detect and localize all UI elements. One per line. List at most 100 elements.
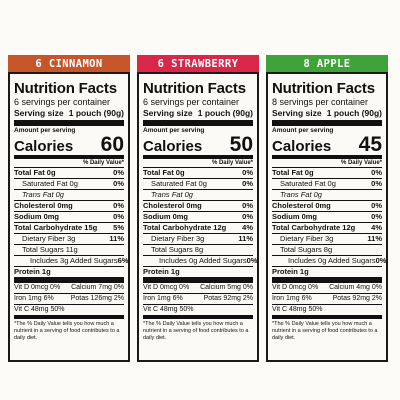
calories-label: Calories	[14, 138, 74, 155]
trans-fat-row: Trans Fat 0g	[272, 190, 382, 201]
total-fat-row: Total Fat 0g 0%	[14, 168, 124, 179]
carb-row: Total Carbohydrate 15g 5%	[14, 223, 124, 234]
vitamin-d: Vit D 0mcg 0%	[14, 284, 61, 291]
sodium-row: Sodium 0mg 0%	[143, 212, 253, 223]
calcium: Calcium 7mg 0%	[71, 284, 124, 291]
sodium-row: Sodium 0mg 0%	[14, 212, 124, 223]
fiber-pct: 11%	[238, 234, 253, 243]
daily-value-header: % Daily Value*	[143, 159, 253, 168]
calories-row: Calories 50	[143, 133, 253, 159]
carb-pct: 4%	[242, 223, 253, 232]
calories-value: 45	[358, 133, 382, 156]
cholesterol-row: Cholesterol 0mg 0%	[272, 201, 382, 212]
added-sugars-pct: 6%	[117, 256, 129, 265]
sodium-pct: 0%	[371, 212, 382, 221]
iron: Iron 1mg 6%	[14, 295, 54, 302]
dietary-fiber: Dietary Fiber 3g	[22, 234, 76, 243]
total-sugars: Total Sugars 8g	[151, 245, 204, 254]
cholesterol: Cholesterol 0mg	[272, 201, 331, 210]
total-carbohydrate: Total Carbohydrate 12g	[143, 223, 227, 232]
potassium: Potas 92mg 2%	[203, 295, 253, 302]
sat-fat-pct: 0%	[242, 179, 253, 188]
serving-size-value: 1 pouch (90g)	[326, 108, 382, 118]
sat-fat-pct: 0%	[113, 179, 124, 188]
dietary-fiber: Dietary Fiber 3g	[280, 234, 334, 243]
total-fat-pct: 0%	[242, 168, 253, 177]
potassium: Potas 92mg 2%	[332, 295, 382, 302]
iron: Iron 1mg 6%	[143, 295, 183, 302]
nutrition-facts-title: Nutrition Facts	[272, 80, 375, 97]
added-sugars-row: Includes 0g Added Sugars 0%	[272, 256, 386, 267]
serving-size-label: Serving size	[272, 108, 322, 118]
total-fat: Total Fat 0g	[272, 168, 314, 177]
cholesterol: Cholesterol 0mg	[143, 201, 202, 210]
fiber-row: Dietary Fiber 3g 11%	[14, 234, 124, 245]
calories-label: Calories	[143, 138, 203, 155]
vitamin-d: Vit D 0mcg 0%	[143, 284, 190, 291]
calories-value: 50	[229, 133, 253, 156]
sat-fat-row: Saturated Fat 0g 0%	[143, 179, 253, 190]
daily-value-footnote: *The % Daily Value tells you how much a …	[14, 321, 120, 341]
vitamin-row-3: Vit C 48mg 50%	[272, 305, 382, 319]
daily-value-footnote: *The % Daily Value tells you how much a …	[272, 321, 378, 341]
added-sugars: Includes 0g Added Sugars	[288, 256, 376, 265]
daily-value-footnote: *The % Daily Value tells you how much a …	[143, 321, 249, 341]
sugars-row: Total Sugars 8g	[272, 245, 382, 256]
cholesterol-pct: 0%	[242, 201, 253, 210]
total-fat-row: Total Fat 0g 0%	[143, 168, 253, 179]
added-sugars-row: Includes 0g Added Sugars 0%	[143, 256, 257, 267]
protein: Protein 1g	[143, 267, 180, 276]
sat-fat-row: Saturated Fat 0g 0%	[14, 179, 124, 190]
total-fat: Total Fat 0g	[14, 168, 56, 177]
protein-row: Protein 1g	[14, 267, 124, 283]
total-fat: Total Fat 0g	[143, 168, 185, 177]
trans-fat: Trans Fat 0g	[280, 190, 322, 199]
daily-value-header: % Daily Value*	[272, 159, 382, 168]
cholesterol-pct: 0%	[113, 201, 124, 210]
trans-fat-row: Trans Fat 0g	[143, 190, 253, 201]
vitamin-c: Vit C 48mg 50%	[272, 306, 323, 313]
vitamin-row-2: Iron 1mg 6% Potas 126mg 2%	[14, 294, 124, 305]
protein-row: Protein 1g	[143, 267, 253, 283]
added-sugars: Includes 0g Added Sugars	[159, 256, 247, 265]
carb-pct: 4%	[371, 223, 382, 232]
vitamin-d: Vit D 0mcg 0%	[272, 284, 319, 291]
fiber-row: Dietary Fiber 3g 11%	[272, 234, 382, 245]
sodium: Sodium 0mg	[14, 212, 60, 221]
amount-per-serving: Amount per serving	[143, 127, 205, 134]
flavor-band-strawberry: 6 STRAWBERRY	[137, 55, 259, 72]
sodium-pct: 0%	[242, 212, 253, 221]
amount-per-serving: Amount per serving	[14, 127, 76, 134]
nutrition-facts-title: Nutrition Facts	[14, 80, 117, 97]
amount-per-serving: Amount per serving	[272, 127, 334, 134]
cholesterol-row: Cholesterol 0mg 0%	[143, 201, 253, 212]
cholesterol-row: Cholesterol 0mg 0%	[14, 201, 124, 212]
sat-fat: Saturated Fat 0g	[280, 179, 336, 188]
trans-fat-row: Trans Fat 0g	[14, 190, 124, 201]
protein-row: Protein 1g	[272, 267, 382, 283]
sat-fat-row: Saturated Fat 0g 0%	[272, 179, 382, 190]
vitamin-row-2: Iron 1mg 6% Potas 92mg 2%	[143, 294, 253, 305]
serving-size-value: 1 pouch (90g)	[197, 108, 253, 118]
trans-fat: Trans Fat 0g	[151, 190, 193, 199]
nutrition-label-cinnamon: Nutrition Facts 6 servings per container…	[8, 72, 130, 362]
nutrition-facts-title: Nutrition Facts	[143, 80, 246, 97]
total-sugars: Total Sugars 8g	[280, 245, 333, 254]
calories-row: Calories 45	[272, 133, 382, 159]
sugars-row: Total Sugars 11g	[14, 245, 124, 256]
added-sugars-pct: 0%	[246, 256, 258, 265]
vitamin-row-3: Vit C 48mg 50%	[14, 305, 124, 319]
added-sugars-row: Includes 3g Added Sugars 6%	[14, 256, 128, 267]
total-fat-pct: 0%	[113, 168, 124, 177]
serving-size-row: Serving size 1 pouch (90g)	[143, 108, 253, 126]
serving-size-row: Serving size 1 pouch (90g)	[14, 108, 124, 126]
sat-fat: Saturated Fat 0g	[22, 179, 78, 188]
total-carbohydrate: Total Carbohydrate 15g	[14, 223, 98, 232]
potassium: Potas 126mg 2%	[70, 295, 124, 302]
servings-per-container: 8 servings per container	[272, 97, 369, 107]
sodium-pct: 0%	[113, 212, 124, 221]
calcium: Calcium 4mg 0%	[329, 284, 382, 291]
flavor-band-apple: 8 APPLE	[266, 55, 388, 72]
nutrition-label-strawberry: Nutrition Facts 6 servings per container…	[137, 72, 259, 362]
